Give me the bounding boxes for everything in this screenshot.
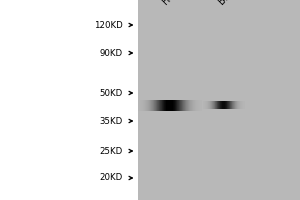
Text: 25KD: 25KD — [100, 146, 123, 156]
Text: Brain: Brain — [216, 0, 241, 6]
Text: 50KD: 50KD — [100, 88, 123, 98]
Text: 20KD: 20KD — [100, 173, 123, 182]
Text: Heart: Heart — [160, 0, 187, 6]
Text: 120KD: 120KD — [94, 21, 123, 29]
Bar — [138, 0, 300, 200]
Text: 90KD: 90KD — [100, 48, 123, 58]
Text: 35KD: 35KD — [100, 116, 123, 126]
